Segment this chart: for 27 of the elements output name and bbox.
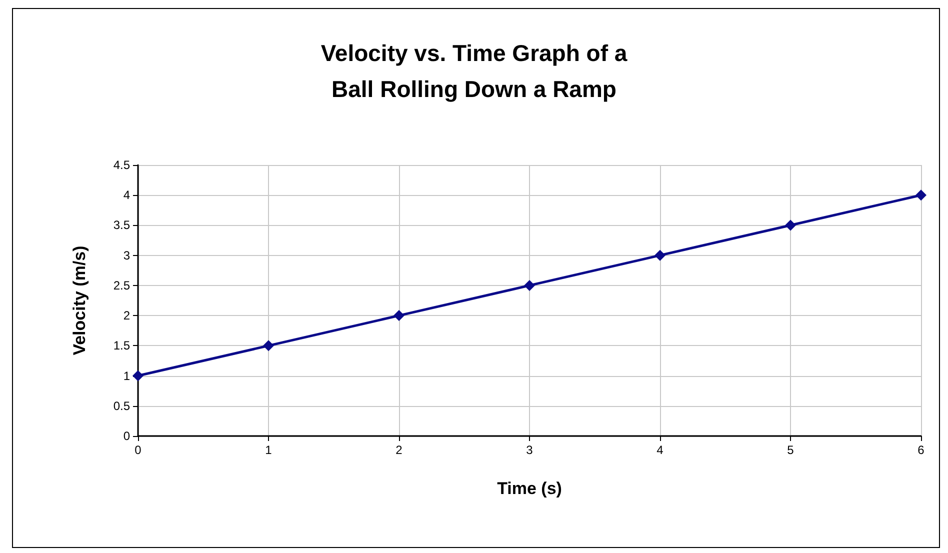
x-tick-label: 1 bbox=[265, 443, 272, 457]
point bbox=[916, 190, 926, 201]
x-tick-label: 5 bbox=[787, 443, 794, 457]
point bbox=[263, 340, 274, 352]
chart-title: Velocity vs. Time Graph of a Ball Rolling Down a Ramp bbox=[320, 40, 628, 102]
point bbox=[654, 250, 666, 261]
point bbox=[524, 280, 535, 291]
x-tick-label: 4 bbox=[656, 443, 664, 457]
point bbox=[785, 220, 796, 231]
x-tick-label: 2 bbox=[396, 443, 403, 457]
y-tick-label: 2 bbox=[123, 308, 130, 323]
y-tick-label: 0.5 bbox=[113, 398, 130, 413]
y-tick-label: 0 bbox=[123, 429, 130, 443]
point bbox=[394, 310, 404, 322]
y-tick-label: 1.5 bbox=[113, 338, 130, 353]
x-tick-label: 3 bbox=[526, 443, 534, 457]
x-axis-title: Time (s) bbox=[497, 479, 562, 498]
x-tick-label: 6 bbox=[918, 443, 925, 457]
y-tick-label: 2.5 bbox=[113, 278, 130, 292]
y-axis-title: Velocity (m/s) bbox=[70, 246, 89, 356]
y-tick-label: 4.5 bbox=[113, 158, 130, 172]
point bbox=[132, 370, 144, 382]
y-tick-label: 3 bbox=[123, 248, 130, 262]
x-tick-label: 0 bbox=[134, 443, 142, 457]
y-tick-label: 1 bbox=[123, 368, 130, 383]
y-tick-label: 3.5 bbox=[113, 218, 130, 232]
y-tick-label: 4 bbox=[123, 188, 130, 202]
